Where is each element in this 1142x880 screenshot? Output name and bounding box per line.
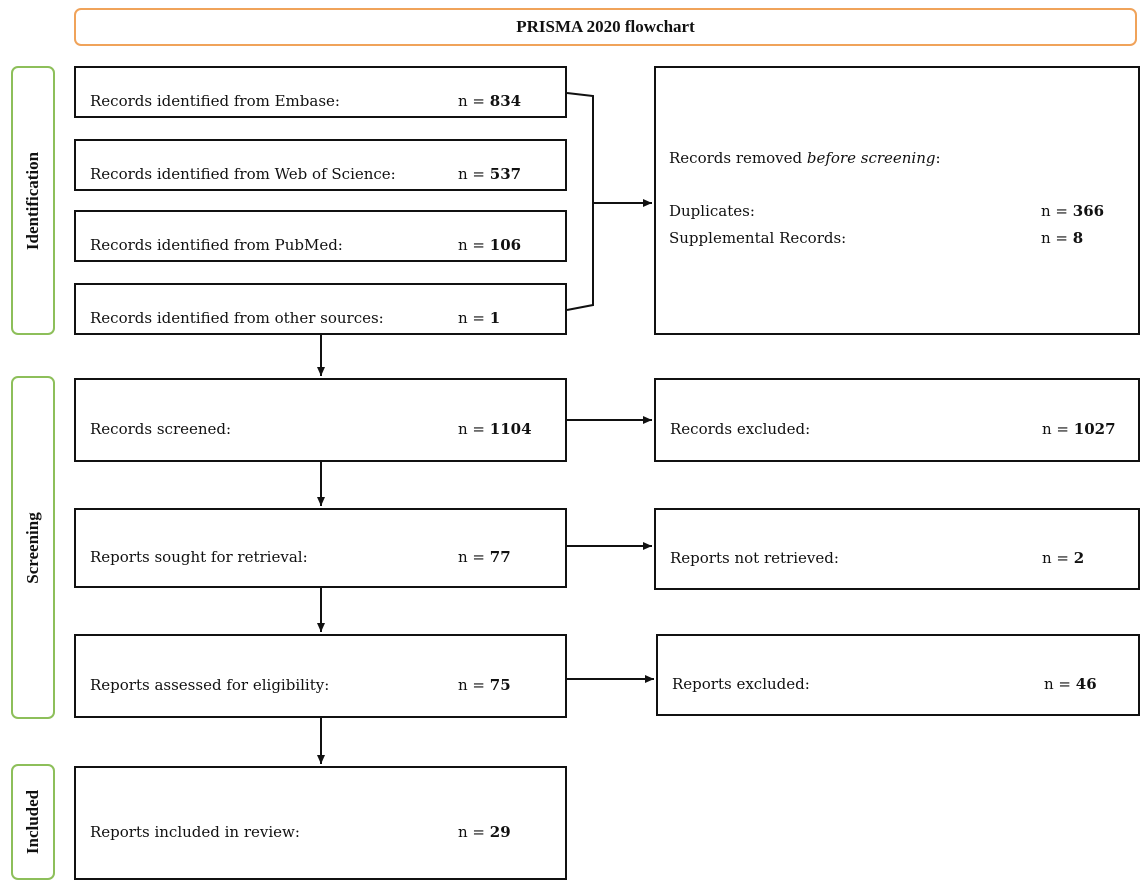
box-label: Reports excluded:: [672, 675, 810, 693]
box-records-screened: Records screened: n = 1104: [74, 378, 567, 462]
box-count: n = 8: [1041, 229, 1084, 247]
box-reports-excluded: Reports excluded: n = 46: [656, 634, 1140, 716]
box-count: n = 29: [458, 823, 511, 841]
box-label: Reports not retrieved:: [670, 549, 839, 567]
box-reports-not-retrieved: Reports not retrieved: n = 2: [654, 508, 1140, 590]
box-records-removed: Records removed before screening: Duplic…: [654, 66, 1140, 335]
box-reports-sought: Reports sought for retrieval: n = 77: [74, 508, 567, 588]
count-value: 106: [489, 236, 522, 254]
box-label: Records identified from PubMed:: [90, 236, 343, 254]
box-count: n = 75: [458, 676, 511, 694]
phase-included: Included: [11, 764, 55, 880]
box-count: n = 106: [458, 236, 522, 254]
box-records-other-sources: Records identified from other sources: n…: [74, 283, 567, 335]
count-value: 46: [1075, 675, 1097, 693]
box-count: n = 1: [458, 309, 501, 327]
box-count: n = 46: [1044, 675, 1097, 693]
count-value: 1: [489, 309, 501, 327]
box-count: n = 366: [1041, 202, 1105, 220]
box-reports-included: Reports included in review: n = 29: [74, 766, 567, 880]
box-label: Reports included in review:: [90, 823, 300, 841]
count-value: 29: [489, 823, 511, 841]
count-value: 834: [489, 92, 522, 110]
box-label: Records excluded:: [670, 420, 811, 438]
phase-screening: Screening: [11, 376, 55, 719]
phase-identification: Identification: [11, 66, 55, 335]
box-count: n = 834: [458, 92, 522, 110]
count-value: 2: [1073, 549, 1085, 567]
box-label: Records identified from Embase:: [90, 92, 340, 110]
count-value: 366: [1072, 202, 1105, 220]
count-value: 8: [1072, 229, 1084, 247]
box-count: n = 77: [458, 548, 511, 566]
box-records-embase: Records identified from Embase: n = 834: [74, 66, 567, 118]
box-count: n = 1027: [1042, 420, 1116, 438]
count-value: 75: [489, 676, 511, 694]
box-reports-assessed: Reports assessed for eligibility: n = 75: [74, 634, 567, 718]
box-label: Reports assessed for eligibility:: [90, 676, 330, 694]
box-label: Records identified from other sources:: [90, 309, 384, 327]
identification-bracket: [566, 92, 594, 311]
count-value: 1104: [489, 420, 532, 438]
flowchart-title: PRISMA 2020 flowchart: [74, 8, 1137, 46]
removed-heading: Records removed before screening:: [669, 149, 941, 167]
count-value: 77: [489, 548, 511, 566]
box-records-web-of-science: Records identified from Web of Science: …: [74, 139, 567, 191]
flowchart-title-text: PRISMA 2020 flowchart: [516, 17, 695, 36]
box-label: Supplemental Records:: [669, 229, 847, 247]
box-label: Records identified from Web of Science:: [90, 165, 396, 183]
box-records-excluded: Records excluded: n = 1027: [654, 378, 1140, 462]
box-count: n = 2: [1042, 549, 1085, 567]
box-count: n = 1104: [458, 420, 532, 438]
count-value: 1027: [1073, 420, 1116, 438]
box-label: Records screened:: [90, 420, 232, 438]
box-label: Reports sought for retrieval:: [90, 548, 308, 566]
box-records-pubmed: Records identified from PubMed: n = 106: [74, 210, 567, 262]
box-label: Duplicates:: [669, 202, 755, 220]
box-count: n = 537: [458, 165, 522, 183]
count-value: 537: [489, 165, 522, 183]
